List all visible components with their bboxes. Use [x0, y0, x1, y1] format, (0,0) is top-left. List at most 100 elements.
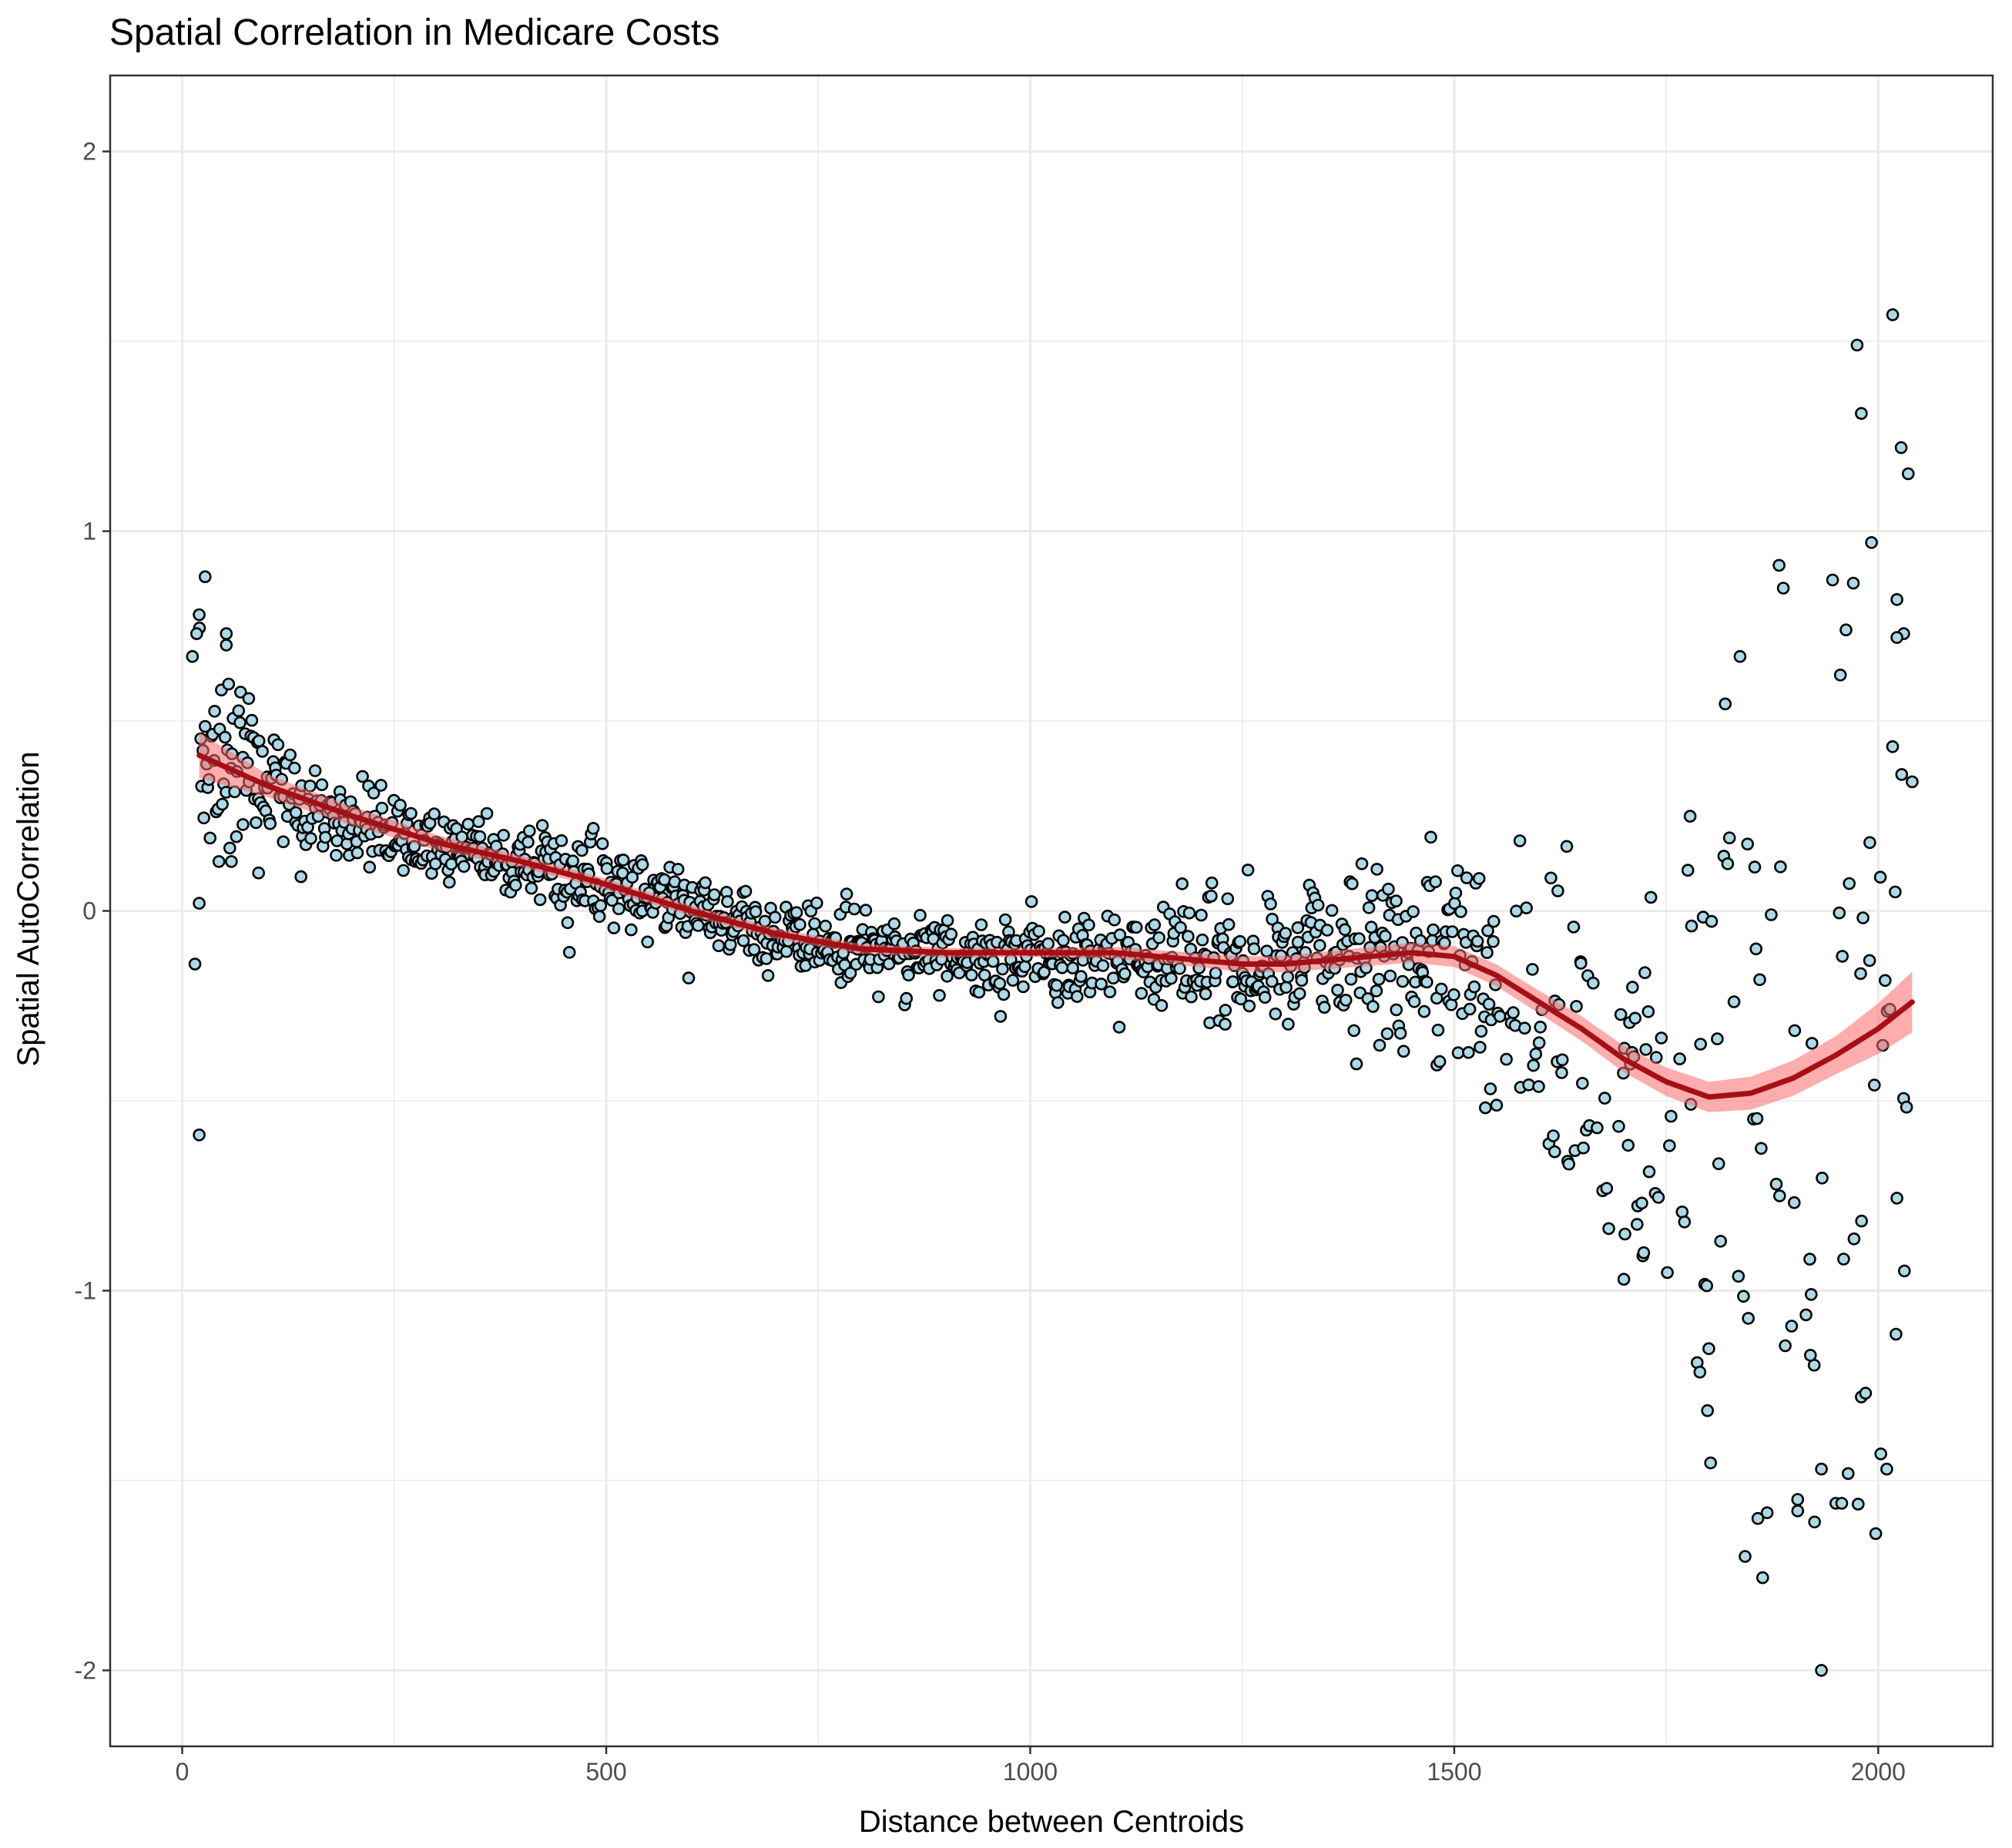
scatter-point [374, 779, 387, 792]
scatter-point [1429, 875, 1442, 888]
scatter-point [252, 866, 266, 880]
scatter-point [996, 962, 1009, 976]
scatter-point [1614, 1008, 1628, 1021]
scatter-point [222, 677, 236, 691]
scatter-point [1898, 1264, 1911, 1278]
scatter-point [1463, 1002, 1477, 1016]
scatter-point [375, 801, 389, 815]
scatter-point [1017, 980, 1030, 994]
smooth-curve [196, 752, 1915, 1100]
scatter-point [944, 927, 958, 941]
scatter-point [294, 870, 308, 884]
scatter-point [480, 807, 494, 820]
scatter-point [1873, 870, 1887, 884]
scatter-point [497, 829, 511, 842]
scatter-point [1427, 923, 1440, 937]
scatter-point [1760, 1506, 1774, 1520]
scatter-point [1741, 837, 1754, 850]
scatter-point [225, 855, 238, 868]
y-tick-label: -2 [75, 1656, 96, 1684]
scatter-point [1472, 872, 1486, 885]
scatter-point [1362, 901, 1376, 914]
scatter-point [1712, 1157, 1725, 1170]
scatter-point [1462, 1046, 1475, 1059]
scatter-point [1396, 974, 1410, 988]
scatter-point [1600, 1182, 1614, 1195]
scatter-point [1470, 934, 1484, 948]
scatter-point [1480, 946, 1494, 959]
scatter-point [1602, 1222, 1615, 1236]
scatter-point [1678, 1216, 1692, 1229]
scatter-point [607, 921, 621, 934]
scatter-point [236, 818, 250, 831]
scatter-point [1652, 1191, 1665, 1204]
scatter-point [1879, 974, 1892, 988]
scatter-point [1390, 1003, 1403, 1017]
scatter-point [1702, 1342, 1715, 1356]
scatter-point [1886, 308, 1900, 321]
scatter-point [1618, 1227, 1631, 1241]
scatter-point [1675, 1206, 1689, 1219]
scatter-point [1339, 994, 1353, 1007]
scatter-point [1628, 1011, 1641, 1025]
scatter-point [283, 748, 297, 762]
scatter-point [1075, 970, 1088, 983]
scatter-point [1727, 995, 1741, 1008]
scatter-point [1655, 1031, 1668, 1045]
scatter-point [1241, 864, 1255, 877]
scatter-point [1704, 1456, 1717, 1470]
scatter-point [1474, 1041, 1487, 1054]
scatter-point [1534, 1021, 1547, 1034]
scatter-point [1551, 884, 1564, 897]
scatter-point [428, 807, 441, 820]
scatter-point [1313, 939, 1326, 952]
scatter-point [1721, 857, 1735, 870]
scatter-point [525, 881, 538, 895]
scatter-point [1165, 971, 1178, 985]
scatter-point [230, 830, 243, 844]
scatter-point [1281, 970, 1295, 984]
scatter-point [1380, 1027, 1394, 1041]
scatter-point [1863, 836, 1876, 850]
scatter-point [1320, 924, 1334, 937]
scatter-point [1507, 1006, 1520, 1019]
scatter-point [1544, 871, 1558, 885]
scatter-point [1900, 1100, 1913, 1114]
scatter-point [708, 888, 721, 901]
scatter-point [1532, 1036, 1546, 1049]
scatter-point [1526, 963, 1539, 976]
scatter-point [1742, 1312, 1755, 1325]
scatter-point [263, 817, 277, 830]
scatter-point [1750, 1112, 1764, 1125]
scatter-point [1493, 1010, 1507, 1023]
scatter-point [986, 954, 1000, 968]
scatter-point [1548, 1145, 1561, 1159]
scatter-point [356, 770, 369, 783]
scatter-point [461, 817, 475, 831]
scatter-point [1846, 576, 1860, 590]
scatter-point [1570, 1000, 1583, 1013]
scatter-point [471, 815, 485, 828]
scatter-point [1769, 1177, 1783, 1191]
scatter-point [1661, 1266, 1674, 1280]
scatter-point [1576, 1077, 1589, 1090]
scatter-point [428, 857, 442, 870]
scatter-point [233, 716, 246, 729]
scatter-point [1279, 981, 1293, 994]
major-gridlines [110, 75, 1993, 1746]
scatter-point [233, 686, 247, 699]
scatter-point [1382, 882, 1395, 896]
scatter-point [1806, 1037, 1819, 1050]
scatter-point [1621, 1139, 1635, 1152]
scatter-point [859, 904, 873, 917]
scatter-point [397, 864, 411, 877]
scatter-point [457, 860, 471, 874]
scatter-point [1446, 925, 1459, 938]
scatter-point [1103, 985, 1117, 998]
scatter-point [1118, 967, 1132, 981]
scatter-point [1266, 912, 1279, 926]
scatter-point [1598, 1092, 1611, 1105]
scatter-point [1683, 810, 1697, 823]
scatter-point [1826, 573, 1839, 587]
scatter-point [887, 917, 901, 931]
